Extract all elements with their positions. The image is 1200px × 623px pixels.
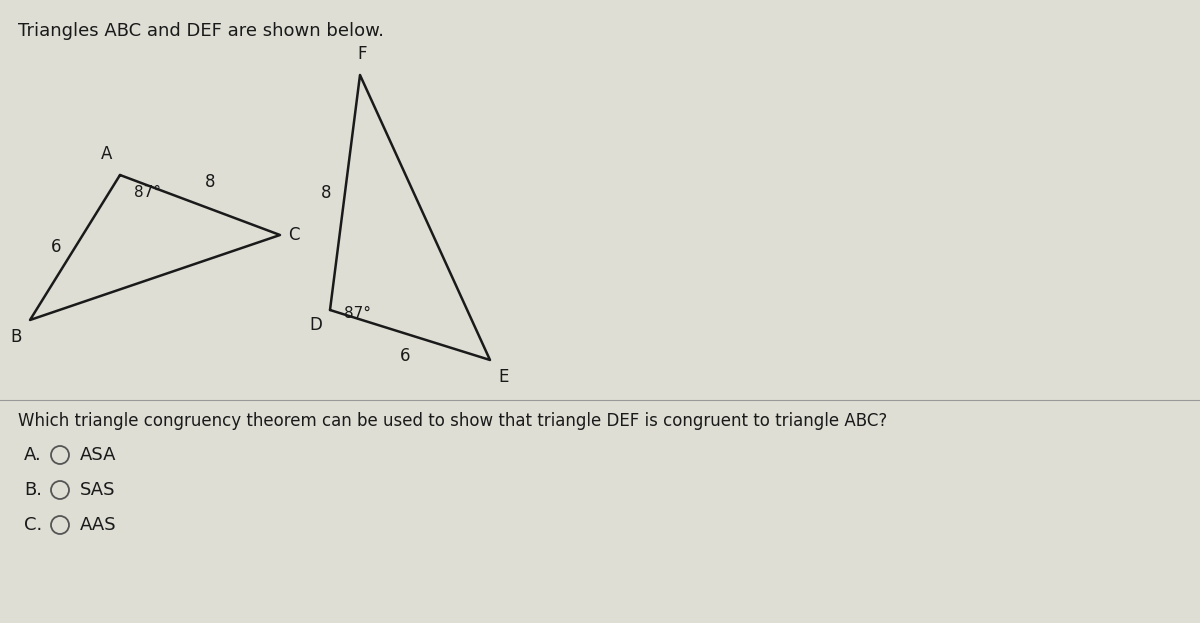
Text: Triangles ABC and DEF are shown below.: Triangles ABC and DEF are shown below. — [18, 22, 384, 40]
Text: 6: 6 — [50, 239, 61, 257]
Text: C: C — [288, 226, 300, 244]
Text: A.: A. — [24, 446, 42, 464]
Text: 87°: 87° — [344, 306, 371, 321]
Text: C.: C. — [24, 516, 42, 534]
Text: Which triangle congruency theorem can be used to show that triangle DEF is congr: Which triangle congruency theorem can be… — [18, 412, 887, 430]
Text: A: A — [101, 145, 112, 163]
Text: E: E — [498, 368, 509, 386]
Text: SAS: SAS — [80, 481, 115, 499]
Text: B.: B. — [24, 481, 42, 499]
Text: 87°: 87° — [134, 185, 161, 200]
Text: 6: 6 — [400, 347, 410, 365]
Text: AAS: AAS — [80, 516, 116, 534]
Text: D: D — [310, 316, 322, 334]
Text: F: F — [358, 45, 367, 63]
Text: ASA: ASA — [80, 446, 116, 464]
Text: B: B — [11, 328, 22, 346]
Text: 8: 8 — [320, 184, 331, 201]
Text: 8: 8 — [205, 173, 216, 191]
